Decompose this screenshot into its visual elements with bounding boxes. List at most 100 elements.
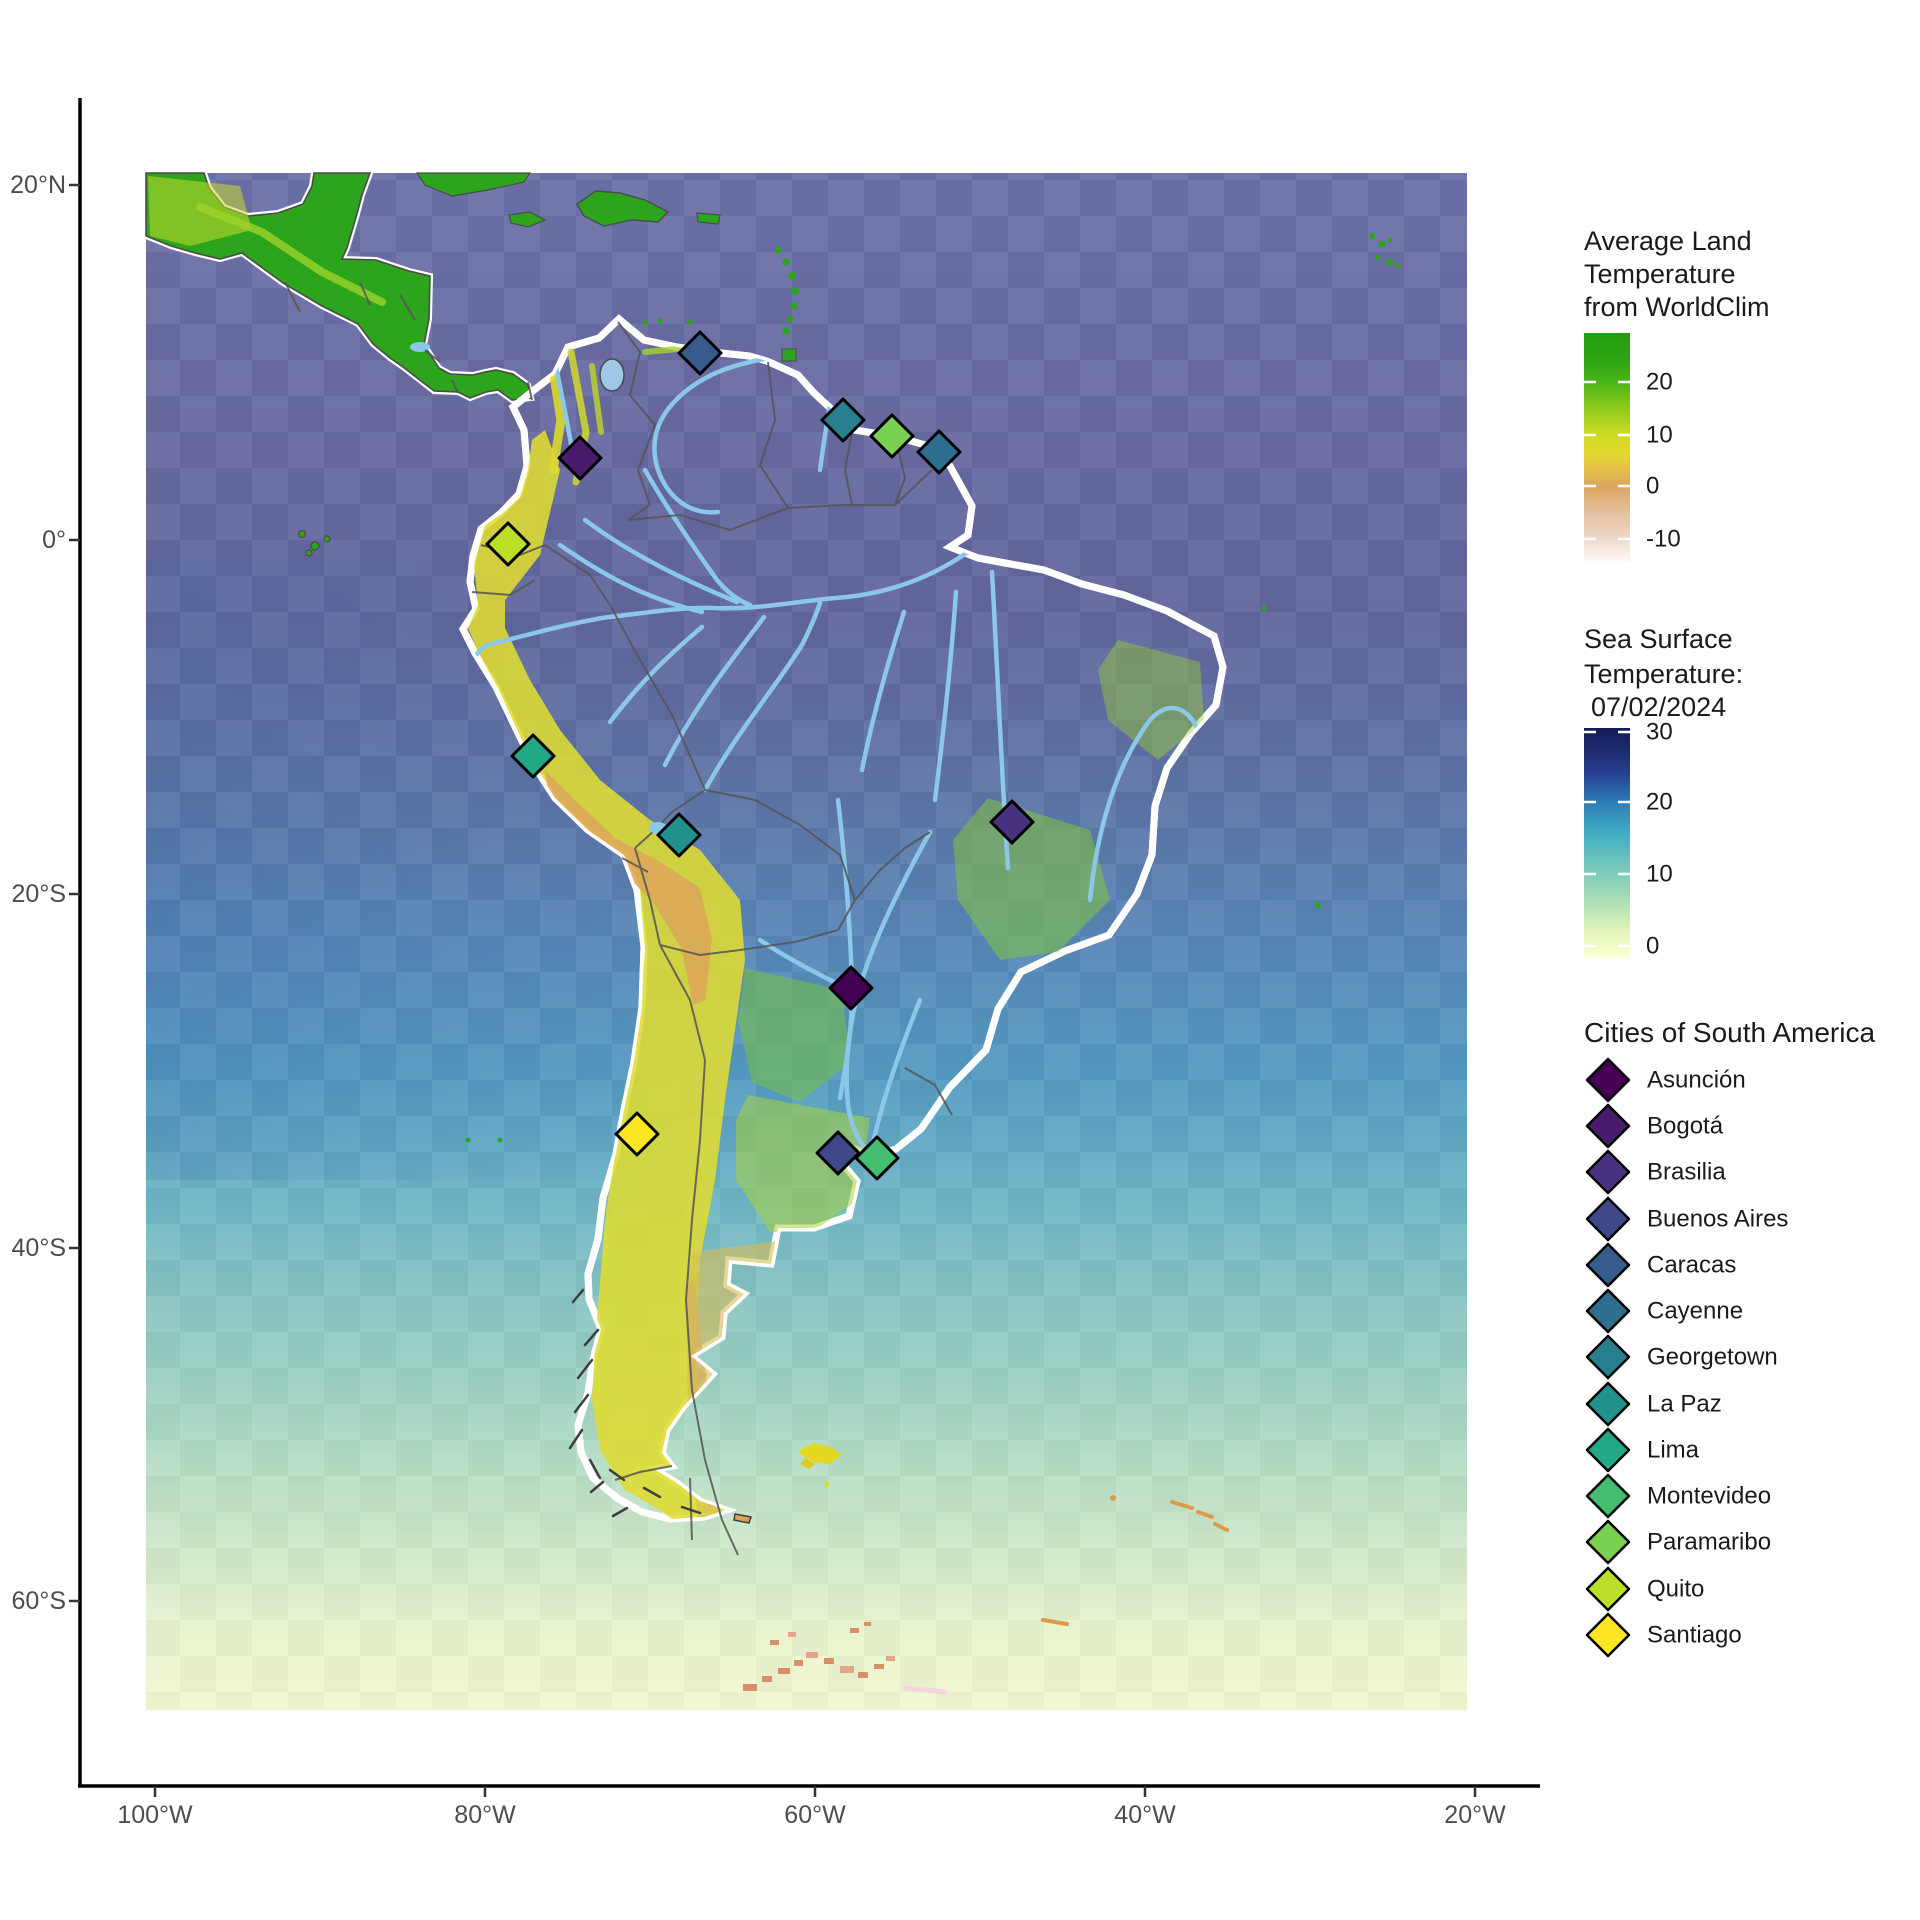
legend-label-montevideo: Montevideo [1647, 1483, 1771, 1510]
land-temp-tick-10: 10 [1646, 422, 1673, 449]
legend-cities-title: Cities of South America [1584, 1017, 1875, 1048]
galapagos-islands [297, 529, 331, 557]
abc-islands [642, 318, 693, 326]
legend-sst-title-line2: Temperature: [1584, 659, 1743, 689]
falkland-islet [824, 1481, 830, 1487]
sst-tick-10: 10 [1646, 861, 1673, 888]
islet-speck [1110, 1495, 1116, 1501]
sst-tick-30: 30 [1646, 719, 1673, 746]
city-marker-brasilia [989, 799, 1035, 845]
city-marker-la-paz [656, 812, 702, 858]
lesser-antilles [774, 246, 799, 335]
land-temp-tick-0: 0 [1646, 473, 1659, 500]
cuba-south-coast [415, 172, 532, 197]
trindade-island [1315, 902, 1321, 908]
legend-label-caracas: Caracas [1647, 1252, 1736, 1279]
fernando-de-noronha [1261, 605, 1267, 611]
sst-tick-0: 0 [1646, 933, 1659, 960]
legend-sea-surface-temperature: Sea Surface Temperature: 07/02/2024 30 2… [1584, 624, 1743, 960]
axes: 20°N 0° 20°S 40°S 60°S 100°W 80°W 60°W 4… [10, 98, 1540, 1829]
city-marker-paramaribo [869, 413, 915, 459]
lake-nicaragua [410, 342, 430, 352]
legend-land-temperature: Average Land Temperature from WorldClim … [1584, 226, 1770, 563]
city-marker-bogota [557, 435, 603, 481]
city-marker-georgetown [820, 397, 866, 443]
legend-label-cayenne: Cayenne [1647, 1298, 1743, 1325]
city-marker-caracas [677, 330, 723, 376]
patagonia-fjords [568, 1288, 702, 1518]
legend-label-buenos-aires: Buenos Aires [1647, 1206, 1788, 1233]
islands [297, 172, 1401, 1695]
falkland-west [800, 1458, 815, 1469]
legend-swatch-montevideo [1585, 1473, 1631, 1519]
trinidad [781, 348, 797, 362]
city-marker-santiago [614, 1111, 660, 1157]
puerto-rico [696, 212, 721, 225]
legend-sst-title-line3: 07/02/2024 [1591, 692, 1726, 722]
legend-land-temp-title-line3: from WorldClim [1584, 292, 1770, 322]
x-tick-label: 20°W [1444, 1801, 1506, 1829]
legend-label-brasilia: Brasilia [1647, 1159, 1726, 1186]
falkland-islands [800, 1443, 842, 1464]
legend-sst-title-line1: Sea Surface [1584, 624, 1733, 654]
x-tick-label: 80°W [454, 1801, 516, 1829]
central-america-landmass [143, 170, 535, 404]
legend-city-labels: Asunción Bogotá Brasilia Buenos Aires Ca… [1647, 1067, 1788, 1649]
lake-maracaibo [599, 358, 625, 392]
land-temp-tick-m10: -10 [1646, 526, 1681, 553]
legend-swatch-cayenne [1585, 1288, 1631, 1334]
cape-verde-islands [1369, 233, 1401, 269]
land-temp-colorbar [1584, 333, 1630, 563]
legend-swatch-paramaribo [1585, 1519, 1631, 1565]
hispaniola [576, 190, 670, 227]
legend-swatch-buenos-aires [1585, 1196, 1631, 1242]
legend-label-georgetown: Georgetown [1647, 1344, 1778, 1371]
land-temp-tick-labels: 20 10 0 -10 [1646, 369, 1681, 553]
legend-label-la-paz: La Paz [1647, 1391, 1722, 1418]
city-marker-buenos-aires [815, 1130, 861, 1176]
legend-land-temp-title-line1: Average Land [1584, 226, 1752, 256]
sst-colorbar-ticks [1584, 730, 1630, 948]
y-tick-label: 40°S [12, 1234, 66, 1262]
isla-de-los-estados [733, 1513, 752, 1524]
city-markers [485, 330, 1035, 1181]
x-tick-label: 40°W [1114, 1801, 1176, 1829]
jamaica [508, 211, 547, 228]
city-marker-lima [510, 733, 556, 779]
juan-fernandez-islands [465, 1137, 503, 1143]
sst-tick-20: 20 [1646, 789, 1673, 816]
south-georgia-islands [1170, 1500, 1229, 1532]
sst-tick-labels: 30 20 10 0 [1646, 719, 1673, 960]
land-temp-colorbar-ticks [1584, 380, 1630, 541]
land-temp-tick-20: 20 [1646, 369, 1673, 396]
y-axis-labels: 20°N 0° 20°S 40°S 60°S [10, 171, 66, 1615]
legend-label-quito: Quito [1647, 1576, 1704, 1603]
legend-swatch-lima [1585, 1427, 1631, 1473]
legend-swatch-brasilia [1585, 1149, 1631, 1195]
country-borders [284, 281, 953, 1556]
city-marker-quito [485, 521, 531, 567]
legend-cities: Cities of South America Asunción Bogotá … [1584, 1017, 1875, 1658]
legend-land-temp-title-line2: Temperature [1584, 259, 1736, 289]
legend-swatch-georgetown [1585, 1334, 1631, 1380]
legend-label-bogota: Bogotá [1647, 1113, 1724, 1140]
legend-swatch-bogota [1585, 1103, 1631, 1149]
legend-swatch-santiago [1585, 1612, 1631, 1658]
axis-ticks [69, 183, 1477, 1797]
legend-swatch-la-paz [1585, 1381, 1631, 1427]
antarctic-ice-speck [902, 1685, 948, 1695]
sea-surface-temperature-raster [146, 173, 1467, 1710]
city-marker-montevideo [854, 1135, 900, 1181]
legend-label-santiago: Santiago [1647, 1622, 1742, 1649]
city-marker-asuncion [828, 965, 874, 1011]
y-tick-label: 60°S [12, 1587, 66, 1615]
legend-swatch-asuncion [1585, 1057, 1631, 1103]
x-axis-labels: 100°W 80°W 60°W 40°W 20°W [117, 1801, 1506, 1829]
sst-colorbar [1584, 728, 1630, 958]
legend-swatch-quito [1585, 1566, 1631, 1612]
y-tick-label: 20°S [12, 880, 66, 908]
legend-label-lima: Lima [1647, 1437, 1700, 1464]
y-tick-label: 20°N [10, 171, 66, 199]
